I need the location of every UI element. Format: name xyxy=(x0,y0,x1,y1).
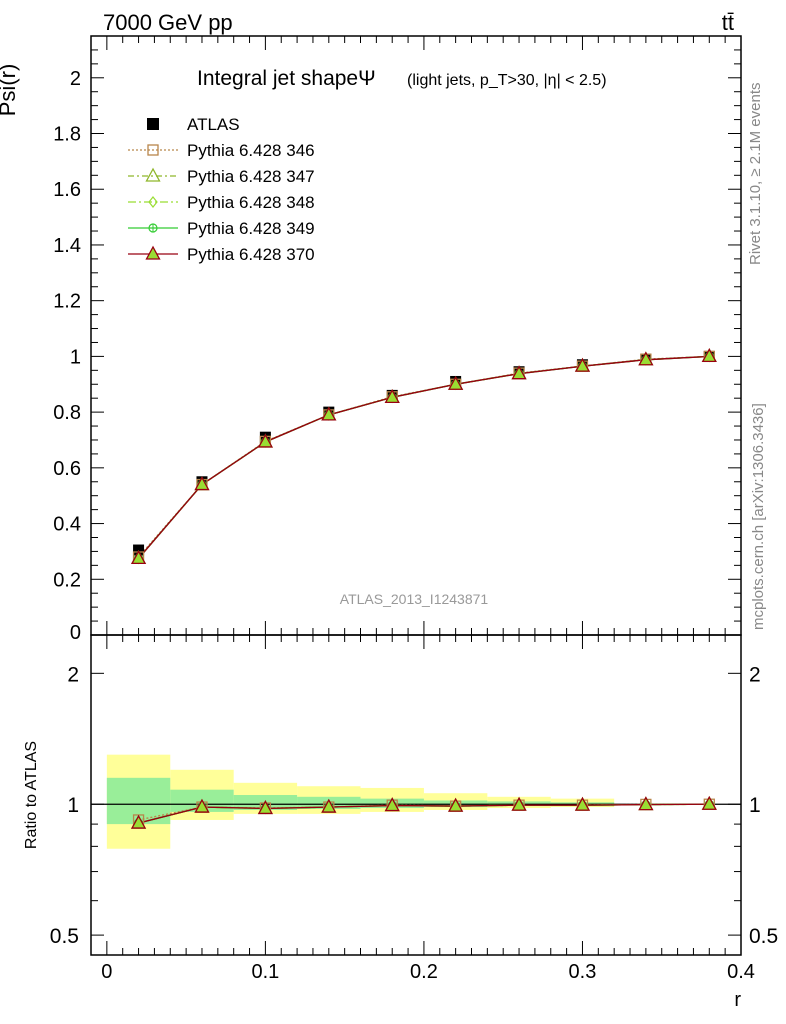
series-5-marker xyxy=(257,433,273,448)
legend-label-3: Pythia 6.428 348 xyxy=(187,193,315,212)
ratio-series-5-marker xyxy=(130,814,147,829)
series-5-marker xyxy=(130,550,147,565)
ratio-y-tick-label: 1 xyxy=(67,794,79,817)
series-line-1 xyxy=(138,355,710,558)
ratio-plot-frame xyxy=(90,634,742,956)
y-tick-label: 0.6 xyxy=(53,458,81,480)
series-line-5 xyxy=(138,355,710,559)
ratio-series-5-marker xyxy=(448,797,464,812)
series-line-2 xyxy=(138,355,710,559)
ratio-series-5-marker xyxy=(701,795,717,810)
plot-layer: 0.2 0.4 0.6 0.8 1 1.2 1.4 1.6 1.8 2 0 0 0.1 0.2 0.3 0.4… xyxy=(50,35,778,983)
y-tick-label: 1 xyxy=(70,346,81,368)
x-tick-label: 0.4 xyxy=(727,961,755,983)
main-subtitle: (light jets, p_T>30, |η| < 2.5) xyxy=(407,72,607,89)
rivet-label: Rivet 3.1.10, ≥ 2.1M events xyxy=(747,83,764,266)
legend-atlas-label: ATLAS xyxy=(187,115,240,134)
legend-marker-2 xyxy=(145,167,161,182)
ratio-y-tick-label-right: 1 xyxy=(749,794,761,817)
series-5-marker xyxy=(574,357,591,372)
y-tick-label: 1.8 xyxy=(53,124,81,146)
series-5-marker xyxy=(384,388,400,404)
ratio-y-tick-label-right: 2 xyxy=(749,663,761,686)
y-tick-label-zero: 0 xyxy=(70,622,81,644)
legend-label-1: Pythia 6.428 346 xyxy=(187,141,315,160)
main-ylabel: Psi(r) xyxy=(0,64,20,117)
ratio-y-tick-label-right: 0.5 xyxy=(749,925,778,948)
y-tick-label: 1.2 xyxy=(53,291,81,313)
legend-marker-5 xyxy=(145,245,161,260)
main-title: Integral jet shapeΨ xyxy=(197,67,376,90)
ratio-series-5-marker xyxy=(638,796,654,811)
legend-marker-1 xyxy=(147,144,159,156)
ratio-series-5-marker xyxy=(511,796,527,811)
ratio-series-5-marker xyxy=(384,797,400,812)
ratio-series-5-marker xyxy=(257,800,273,815)
series-5-marker xyxy=(511,365,527,380)
y-tick-label: 1.6 xyxy=(53,179,81,201)
series-5-marker xyxy=(194,476,210,491)
x-tick-label: 0.1 xyxy=(251,961,279,983)
y-tick-label: 0.4 xyxy=(53,514,81,536)
legend-atlas-marker xyxy=(147,118,159,130)
ratio-y-tick-label: 2 xyxy=(67,663,79,686)
ratio-ylabel: Ratio to ATLAS xyxy=(23,741,40,849)
xlabel: r xyxy=(734,989,741,1011)
x-tick-label: 0.2 xyxy=(410,961,438,983)
x-tick-label: 0 xyxy=(101,961,112,983)
series-line-4 xyxy=(138,355,710,559)
y-tick-label: 1.4 xyxy=(53,235,81,257)
legend-label-5: Pythia 6.428 370 xyxy=(187,245,315,264)
legend-label-4: Pythia 6.428 349 xyxy=(187,219,315,238)
legend-label-2: Pythia 6.428 347 xyxy=(187,167,315,186)
series-5-marker xyxy=(321,406,337,421)
energy-label: 7000 GeV pp xyxy=(103,10,233,35)
y-tick-label: 0.8 xyxy=(53,402,81,424)
series-5-marker xyxy=(448,375,464,390)
legend-marker-3 xyxy=(148,196,158,208)
series-5-marker xyxy=(638,351,654,366)
series-line-3 xyxy=(138,355,710,559)
ratio-y-tick-label: 0.5 xyxy=(50,925,79,948)
series-5-marker xyxy=(701,348,717,363)
ratio-series-5-marker xyxy=(574,796,591,811)
y-tick-label: 0.2 xyxy=(53,569,81,591)
x-tick-label: 0.3 xyxy=(569,961,597,983)
ratio-series-5-marker xyxy=(321,798,337,813)
process-label: tt̄ xyxy=(722,10,734,35)
ratio-series-line-5 xyxy=(138,803,710,824)
ratio-series-5-marker xyxy=(194,798,210,813)
mcplots-label: mcplots.cern.ch [arXiv:1306.3436] xyxy=(750,403,767,630)
watermark: ATLAS_2013_I1243871 xyxy=(340,591,489,607)
y-tick-label: 2 xyxy=(70,68,81,90)
